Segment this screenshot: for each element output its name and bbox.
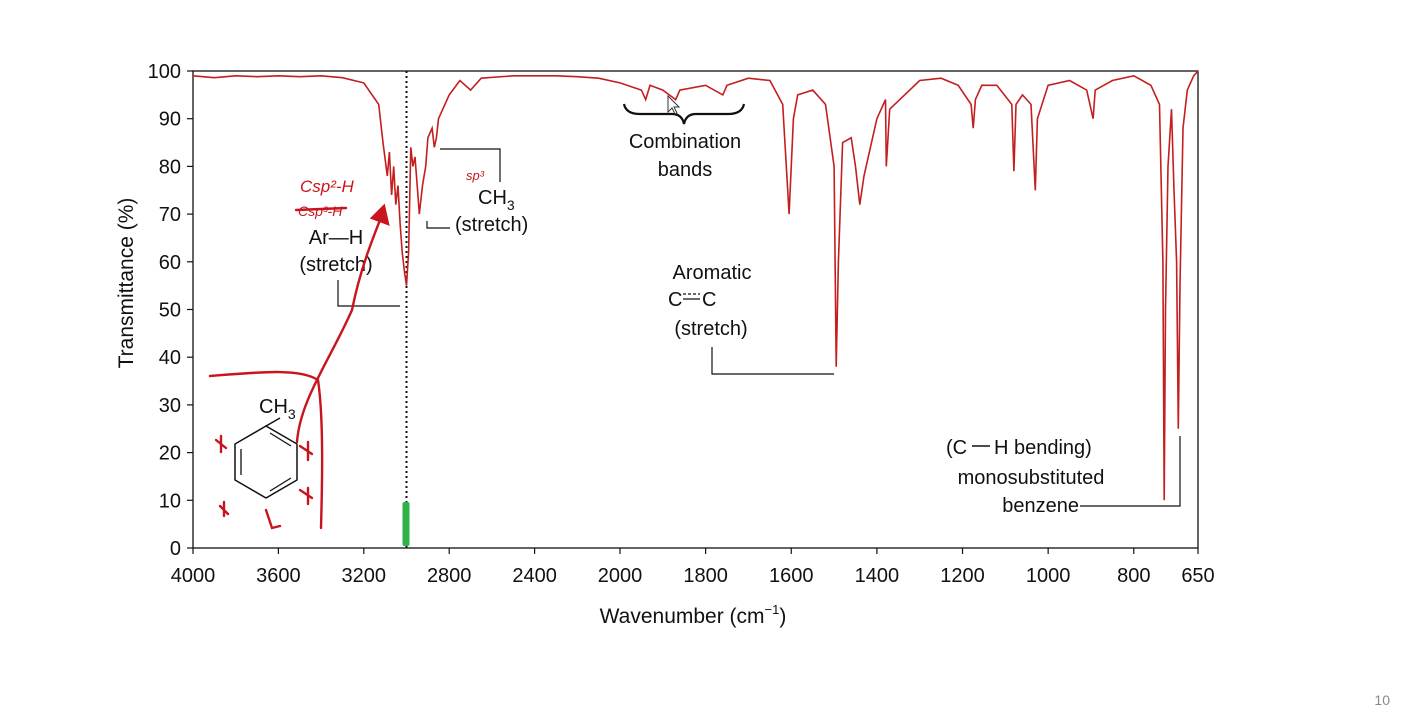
monosubstituted-label: monosubstituted [958,467,1105,489]
ring-double-bond-2 [269,477,292,492]
annotation-combination-bands: Combination bands [622,94,746,181]
annotation-ch3: CH3 (stretch) [426,148,528,236]
x-tick-label: 1600 [769,565,814,587]
hand-arrowhead [369,203,390,226]
x-tick-label: 2400 [512,565,557,587]
ch-bending-c-label: (C [946,437,967,459]
aromatic-label: Aromatic [673,262,752,284]
ch3-stretch-label: (stretch) [455,214,528,236]
handwritten-note-csp3: Csp³-H [298,203,343,219]
handwritten-note-csp2: Csp²-H [300,177,355,196]
slide-page-number: 10 [1374,692,1390,708]
y-axis-ticks: 0 10 20 30 40 50 60 70 80 90 100 [148,61,193,560]
hand-ring-h-3 [264,508,282,530]
y-tick-label: 90 [159,109,181,131]
spectrum-line [192,70,1199,501]
mouse-cursor-icon [667,94,681,115]
methyl-bond [265,417,281,427]
aromatic-leader-line [711,347,834,375]
hand-arrow-curve [295,208,386,444]
x-tick-label: 4000 [171,565,216,587]
y-tick-label: 70 [159,204,181,226]
x-tick-label: 1000 [1026,565,1071,587]
y-tick-label: 60 [159,252,181,274]
aromatic-c-left: C [668,289,682,311]
green-highlight-mark [402,502,410,546]
ch3-leader-line-1 [440,148,501,182]
ar-h-leader-line [337,280,400,307]
ch-bending-h-label: H bending) [994,437,1092,459]
x-tick-label: 1800 [683,565,728,587]
hand-ring-h-2 [298,486,314,506]
benzene-ring [234,425,298,499]
x-tick-label: 2000 [598,565,643,587]
y-axis-label: Transmittance (%) [115,198,138,369]
x-tick-label: 2800 [427,565,472,587]
y-tick-label: 20 [159,443,181,465]
y-tick-label: 80 [159,156,181,178]
bands-label: bands [658,159,713,181]
x-tick-label: 3200 [342,565,387,587]
combination-label: Combination [629,131,741,153]
y-tick-label: 40 [159,347,181,369]
ch3-label: CH3 [478,187,515,213]
aromatic-stretch-label: (stretch) [674,318,747,340]
hand-ring-h-5 [214,434,228,454]
x-tick-label: 800 [1117,565,1150,587]
toluene-structure: CH3 [234,396,298,499]
handwritten-note-sp3: sp³ [466,168,485,183]
combination-brace [622,103,746,125]
x-axis-label: Wavenumber (cm−1) [600,602,787,628]
molecule-ch3-label: CH3 [259,396,296,422]
handwritten-annotations [208,203,390,530]
ring-double-bond-1 [269,432,292,447]
y-tick-label: 50 [159,300,181,322]
x-tick-label: 3600 [256,565,301,587]
x-tick-label: 1400 [855,565,900,587]
aromatic-c-right: C [702,289,716,311]
hand-ring-h-4 [218,500,230,518]
y-tick-label: 0 [170,538,181,560]
y-tick-label: 30 [159,395,181,417]
benzene-label: benzene [1002,495,1079,517]
hand-ring-h-1 [298,440,314,462]
y-tick-label: 100 [148,61,181,83]
annotation-ch-bending: (C H bending) monosubstituted benzene [946,436,1181,517]
ch-bending-leader-line [1080,436,1181,507]
ch3-leader-line-2 [426,221,450,229]
x-axis-ticks: 4000 3600 3200 2800 2400 2000 1800 1600 1400 1200… [171,548,1215,587]
ar-h-stretch-label: (stretch) [299,254,372,276]
hand-strike [294,206,348,212]
y-tick-label: 10 [159,490,181,512]
ar-h-label: Ar—H [309,227,363,249]
annotation-aromatic: Aromatic C C (stretch) [668,262,834,375]
x-tick-label: 650 [1181,565,1214,587]
annotation-ar-h: Ar—H (stretch) [299,227,400,307]
x-tick-label: 1200 [940,565,985,587]
